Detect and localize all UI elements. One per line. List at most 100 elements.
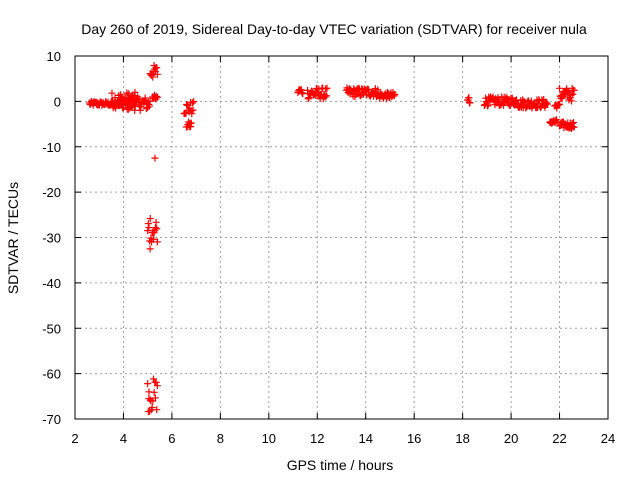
data-point bbox=[188, 99, 196, 107]
data-point bbox=[543, 100, 551, 108]
data-point bbox=[391, 90, 399, 98]
x-axis-label: GPS time / hours bbox=[287, 457, 394, 473]
data-point bbox=[151, 224, 159, 232]
data-point bbox=[114, 101, 122, 109]
data-point bbox=[522, 104, 530, 112]
grid-layer bbox=[75, 56, 608, 419]
data-point bbox=[136, 106, 144, 114]
data-point bbox=[556, 84, 564, 92]
x-tick-label: 12 bbox=[310, 431, 324, 446]
data-point bbox=[183, 101, 191, 109]
y-tick-label: -30 bbox=[42, 231, 61, 246]
data-point bbox=[145, 102, 153, 110]
data-point bbox=[153, 64, 161, 72]
data-point bbox=[108, 89, 116, 97]
data-point bbox=[568, 97, 576, 105]
data-point bbox=[570, 123, 578, 131]
y-tick-label: -50 bbox=[42, 321, 61, 336]
data-point bbox=[119, 104, 127, 112]
x-tick-label: 10 bbox=[262, 431, 276, 446]
y-tick-label: -70 bbox=[42, 412, 61, 427]
x-tick-label: 14 bbox=[358, 431, 372, 446]
data-point bbox=[144, 220, 152, 228]
data-point bbox=[569, 118, 577, 126]
data-point bbox=[568, 119, 576, 127]
data-point bbox=[147, 71, 155, 79]
data-point bbox=[559, 92, 567, 100]
data-point bbox=[144, 380, 152, 388]
data-point bbox=[125, 90, 133, 98]
y-tick-label: -10 bbox=[42, 140, 61, 155]
x-tick-label: 2 bbox=[71, 431, 78, 446]
data-point bbox=[149, 73, 157, 81]
y-axis-label: SDTVAR / TECUs bbox=[5, 182, 21, 294]
x-tick-label: 16 bbox=[407, 431, 421, 446]
data-point bbox=[145, 100, 153, 108]
data-point bbox=[466, 99, 474, 107]
x-tick-label: 6 bbox=[168, 431, 175, 446]
data-point bbox=[144, 227, 152, 235]
chart-title: Day 260 of 2019, Sidereal Day-to-day VTE… bbox=[81, 21, 587, 37]
data-point bbox=[152, 378, 160, 386]
data-point bbox=[130, 101, 138, 109]
data-point bbox=[153, 382, 161, 390]
data-point bbox=[111, 94, 119, 102]
data-point bbox=[365, 86, 373, 94]
data-point bbox=[500, 101, 508, 109]
data-point bbox=[153, 238, 161, 246]
data-point bbox=[484, 102, 492, 110]
x-tick-label: 24 bbox=[601, 431, 615, 446]
data-point bbox=[556, 100, 564, 108]
data-point bbox=[190, 98, 198, 106]
data-point bbox=[137, 103, 145, 111]
data-point bbox=[150, 388, 158, 396]
data-point bbox=[149, 235, 157, 243]
ticks-layer: 2 4 6 8 10 12 14 16 18 20 22 24-70-60-50-40-30-20-1… bbox=[42, 49, 615, 446]
x-tick-label: 18 bbox=[455, 431, 469, 446]
data-point bbox=[146, 97, 154, 105]
data-point bbox=[298, 89, 306, 97]
y-tick-label: -20 bbox=[42, 185, 61, 200]
data-point bbox=[145, 224, 153, 232]
data-point bbox=[189, 106, 197, 114]
data-point bbox=[374, 86, 382, 94]
data-point bbox=[131, 88, 139, 96]
data-point bbox=[188, 110, 196, 118]
data-point bbox=[322, 92, 330, 100]
data-point bbox=[569, 90, 577, 98]
data-point bbox=[510, 101, 518, 109]
data-point bbox=[322, 85, 330, 93]
data-point bbox=[527, 97, 535, 105]
data-point bbox=[552, 116, 560, 124]
y-tick-label: 10 bbox=[47, 49, 61, 64]
x-tick-label: 4 bbox=[120, 431, 127, 446]
points-layer bbox=[86, 61, 578, 416]
data-point bbox=[122, 99, 130, 107]
data-point bbox=[538, 97, 546, 105]
data-point bbox=[152, 218, 160, 226]
x-tick-label: 22 bbox=[552, 431, 566, 446]
x-tick-label: 8 bbox=[217, 431, 224, 446]
data-point bbox=[153, 92, 161, 100]
data-point bbox=[390, 92, 398, 100]
x-tick-label: 20 bbox=[504, 431, 518, 446]
data-point bbox=[187, 119, 195, 127]
data-point bbox=[304, 95, 312, 103]
data-point bbox=[151, 394, 159, 402]
data-point bbox=[153, 70, 161, 78]
data-point bbox=[153, 225, 161, 233]
y-tick-label: -60 bbox=[42, 367, 61, 382]
data-point bbox=[151, 154, 159, 162]
data-point bbox=[146, 245, 154, 253]
data-point bbox=[153, 93, 161, 101]
data-point bbox=[141, 94, 149, 102]
data-point bbox=[123, 97, 131, 105]
data-point bbox=[187, 123, 195, 131]
data-point bbox=[299, 90, 307, 98]
data-point bbox=[134, 98, 142, 106]
y-tick-label: 0 bbox=[54, 94, 61, 109]
data-point bbox=[153, 406, 161, 414]
data-point bbox=[321, 93, 329, 101]
data-point bbox=[145, 395, 153, 403]
